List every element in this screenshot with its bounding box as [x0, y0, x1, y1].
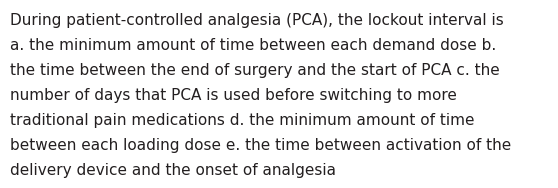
Text: the time between the end of surgery and the start of PCA c. the: the time between the end of surgery and …: [10, 63, 500, 78]
Text: During patient-controlled analgesia (PCA), the lockout interval is: During patient-controlled analgesia (PCA…: [10, 13, 504, 28]
Text: number of days that PCA is used before switching to more: number of days that PCA is used before s…: [10, 88, 457, 103]
Text: traditional pain medications d. the minimum amount of time: traditional pain medications d. the mini…: [10, 113, 474, 128]
Text: between each loading dose e. the time between activation of the: between each loading dose e. the time be…: [10, 138, 511, 153]
Text: delivery device and the onset of analgesia: delivery device and the onset of analges…: [10, 163, 336, 178]
Text: a. the minimum amount of time between each demand dose b.: a. the minimum amount of time between ea…: [10, 38, 496, 53]
